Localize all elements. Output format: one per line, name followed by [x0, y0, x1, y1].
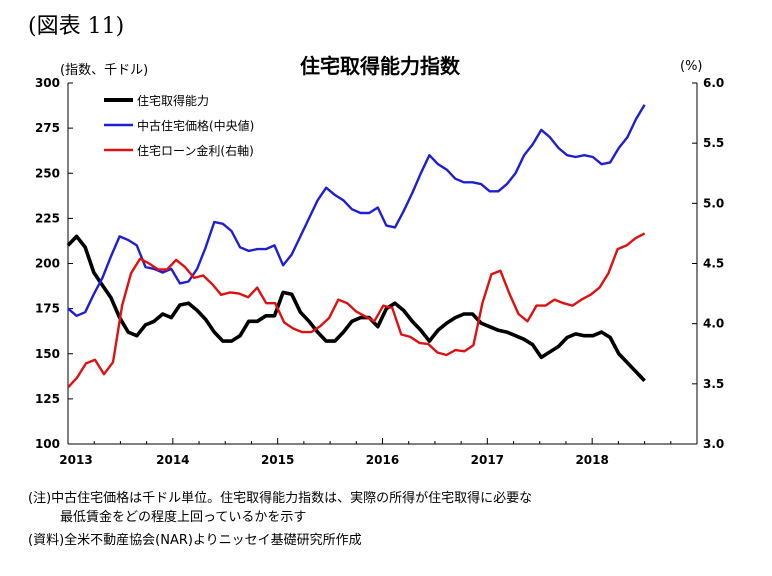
left-tick-label: 225 [35, 211, 60, 225]
chart-title: 住宅取得能力指数 [300, 54, 460, 78]
right-tick-label: 5.0 [703, 196, 724, 210]
x-tick-label: 2015 [261, 453, 294, 467]
left-tick-label: 200 [35, 257, 60, 271]
legend-label: 中古住宅価格(中央値) [137, 118, 254, 133]
source-note: (資料)全米不動産協会(NAR)よりニッセイ基礎研究所作成 [28, 533, 362, 548]
x-tick-label: 2018 [575, 453, 608, 467]
left-tick-label: 300 [35, 76, 60, 90]
left-axis-unit: (指数、千ドル) [60, 63, 149, 78]
legend-label: 住宅ローン金利(右軸) [137, 143, 254, 158]
right-tick-label: 4.0 [703, 317, 724, 331]
right-axis-unit: (%) [680, 59, 703, 74]
right-tick-label: 5.5 [703, 136, 724, 150]
x-tick-label: 2017 [471, 453, 504, 467]
x-tick-label: 2014 [156, 453, 189, 467]
x-tick-label: 2016 [366, 453, 399, 467]
figure-label: (図表 11) [28, 14, 125, 39]
right-tick-label: 3.0 [703, 437, 724, 451]
legend-label: 住宅取得能力 [137, 93, 209, 108]
right-tick-label: 3.5 [703, 377, 724, 391]
right-tick-label: 4.5 [703, 257, 724, 271]
left-tick-label: 250 [35, 166, 60, 180]
series-line-1 [66, 234, 646, 383]
x-tick-label: 2013 [59, 453, 92, 467]
left-tick-label: 175 [35, 302, 60, 316]
axes: 100 125 150 175 200 225 250 275 300 3.0 3.5 4.0 4.5 5… [35, 76, 724, 467]
series-line-3 [67, 232, 646, 389]
footnote-line-2: 最低賃金をどの程度上回っているかを示す [60, 510, 307, 525]
footnote-line-1: (注)中古住宅価格は千ドル単位。住宅取得能力指数は、実際の所得が住宅取得に必要な [28, 491, 533, 506]
series-lines [66, 104, 646, 389]
left-tick-label: 275 [35, 121, 60, 135]
left-tick-label: 125 [35, 392, 60, 406]
left-tick-label: 100 [35, 437, 60, 451]
series-line-2 [67, 104, 646, 317]
left-tick-label: 150 [35, 347, 60, 361]
right-tick-label: 6.0 [703, 76, 724, 90]
